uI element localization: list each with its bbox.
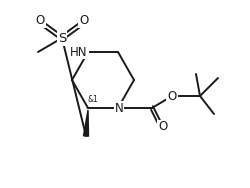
Text: N: N xyxy=(114,102,124,114)
Polygon shape xyxy=(84,110,88,136)
Text: O: O xyxy=(36,14,44,27)
Text: S: S xyxy=(58,32,66,45)
Text: HN: HN xyxy=(70,45,88,58)
Text: O: O xyxy=(80,14,88,27)
Text: &1: &1 xyxy=(88,96,99,105)
Text: O: O xyxy=(158,121,168,133)
Text: O: O xyxy=(168,89,176,102)
